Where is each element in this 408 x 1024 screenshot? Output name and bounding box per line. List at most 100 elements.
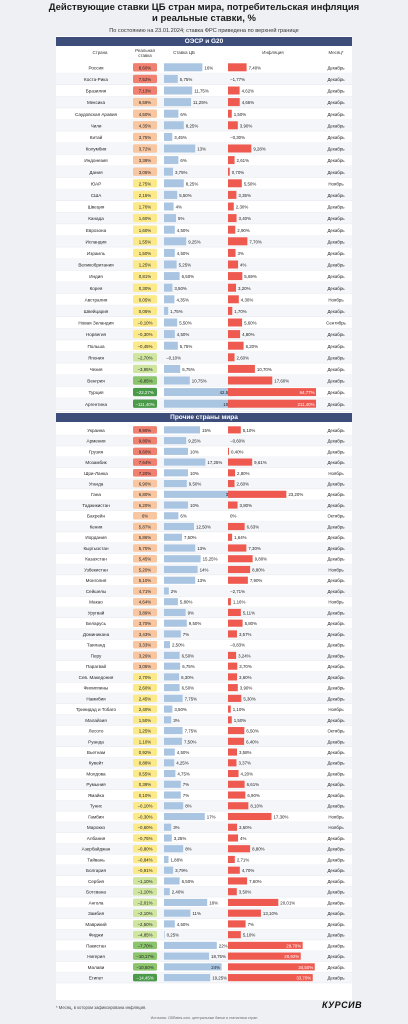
country-label: Бахрейн <box>87 513 106 519</box>
inflation-bar <box>228 931 241 939</box>
inflation-bar <box>228 823 238 831</box>
month-label: Декабрь <box>327 610 345 615</box>
real-rate-badge <box>133 544 157 552</box>
real-rate-badge <box>133 973 157 982</box>
month-label: Декабрь <box>327 251 345 256</box>
inflation-label: 3,90% <box>240 123 253 128</box>
cb-rate-bar <box>164 759 175 767</box>
month-label: Декабрь <box>327 228 345 233</box>
cb-rate-label: 3% <box>173 718 179 723</box>
real-rate-label: 0,05% <box>139 297 152 302</box>
real-rate-label: −2,01% <box>137 900 152 905</box>
inflation-bar <box>228 522 245 531</box>
cb-rate-bar <box>164 705 173 713</box>
country-label: Намибия <box>86 696 106 701</box>
month-label: Декабрь <box>327 460 345 465</box>
cb-rate-bar <box>164 156 179 165</box>
section-header-oecd: ОЭСР и G20 <box>56 37 352 46</box>
real-rate-label: −0,60% <box>137 825 152 830</box>
inflation-bar <box>228 63 247 72</box>
cb-rate-bar <box>164 179 184 188</box>
inflation-label: 2,30% <box>236 205 249 210</box>
table-row <box>56 119 352 132</box>
inflation-label: 8,10% <box>250 804 263 809</box>
country-label: Парагвай <box>86 663 107 669</box>
real-rate-label: 1,70% <box>139 205 152 210</box>
inflation-bar <box>228 608 241 617</box>
real-rate-badge <box>133 812 157 821</box>
inflation-label: 3% <box>238 251 244 256</box>
month-label: Сентябрь <box>326 321 346 326</box>
country-label: Дания <box>89 170 103 175</box>
cb-rate-bar <box>164 121 184 130</box>
real-rate-label: 5,87% <box>139 524 152 529</box>
month-label: Декабрь <box>327 274 345 279</box>
inflation-label: 8,80% <box>252 847 265 852</box>
cb-rate-bar <box>164 662 181 670</box>
real-rate-label: 6,80% <box>139 492 152 497</box>
cb-rate-bar <box>164 214 176 223</box>
month-label: Декабрь <box>327 390 345 395</box>
cb-rate-label: 5% <box>178 216 184 221</box>
cb-rate-bar <box>164 330 175 339</box>
cb-rate-bar <box>164 544 196 552</box>
inflation-label: 6,63% <box>247 524 260 529</box>
cb-rate-bar <box>164 272 180 281</box>
real-rate-badge <box>133 522 157 531</box>
table-row <box>56 886 352 898</box>
real-rate-badge <box>133 399 157 408</box>
inflation-bar <box>228 260 239 269</box>
month-label: Декабрь <box>327 332 345 337</box>
inflation-bar <box>228 469 236 477</box>
country-label: Руанда <box>88 739 104 744</box>
inflation-bar <box>228 920 246 928</box>
country-label: Албания <box>87 836 106 841</box>
month-label: Декабрь <box>327 77 345 82</box>
country-label: Таджикистан <box>82 503 110 508</box>
table-row <box>56 800 352 812</box>
inflation-label: 34,50% <box>298 965 313 970</box>
cb-rate-bar <box>164 619 187 627</box>
cb-rate-bar <box>164 769 176 778</box>
real-rate-badge <box>133 823 157 832</box>
country-label: Малави <box>88 965 105 970</box>
cb-rate-label: 22% <box>219 943 228 948</box>
inflation-bar <box>228 295 239 304</box>
country-label: Уругвай <box>88 609 105 615</box>
real-rate-label: 6,90% <box>139 482 152 487</box>
inflation-label: 3,37% <box>238 761 251 766</box>
inflation-label: 2,90% <box>237 228 250 233</box>
month-label: Декабрь <box>327 847 345 852</box>
country-label: Канада <box>88 216 104 221</box>
real-rate-badge <box>133 608 157 617</box>
inflation-label: 1,10% <box>233 707 246 712</box>
real-rate-label: 4,35% <box>139 123 152 128</box>
inflation-label: 23,20% <box>288 492 303 497</box>
inflation-bar <box>228 791 246 799</box>
real-rate-label: 1,50% <box>139 251 152 256</box>
real-rate-label: 0,92% <box>139 750 152 755</box>
real-rate-badge <box>133 898 157 907</box>
inflation-bar <box>228 748 238 756</box>
real-rate-label: −0,30% <box>137 332 152 337</box>
inflation-bar <box>228 759 237 767</box>
inflation-bar <box>228 225 236 234</box>
source-note: Источник: CBRates.com, центральные банки… <box>150 1016 258 1020</box>
cb-rate-label: 3,79% <box>175 868 188 873</box>
cb-rate-label: 1,75% <box>170 309 183 314</box>
inflation-bar <box>228 898 279 906</box>
inflation-label: 211,40% <box>297 402 314 407</box>
country-label: Коста-Рика <box>84 77 108 82</box>
country-label: Тунис <box>90 804 103 809</box>
real-rate-label: 3,05% <box>139 170 152 175</box>
inflation-bar <box>228 144 252 153</box>
real-rate-badge <box>133 283 157 292</box>
cb-rate-bar <box>164 931 165 939</box>
country-label: Россия <box>88 65 104 70</box>
cb-rate-bar <box>164 952 209 960</box>
cb-rate-bar <box>164 318 178 327</box>
inflation-label: 1,64% <box>234 535 247 540</box>
cb-rate-bar <box>164 791 181 799</box>
footnote: * Месяц, в котором зафиксирована инфляци… <box>56 1005 147 1010</box>
cb-rate-bar <box>164 812 205 821</box>
